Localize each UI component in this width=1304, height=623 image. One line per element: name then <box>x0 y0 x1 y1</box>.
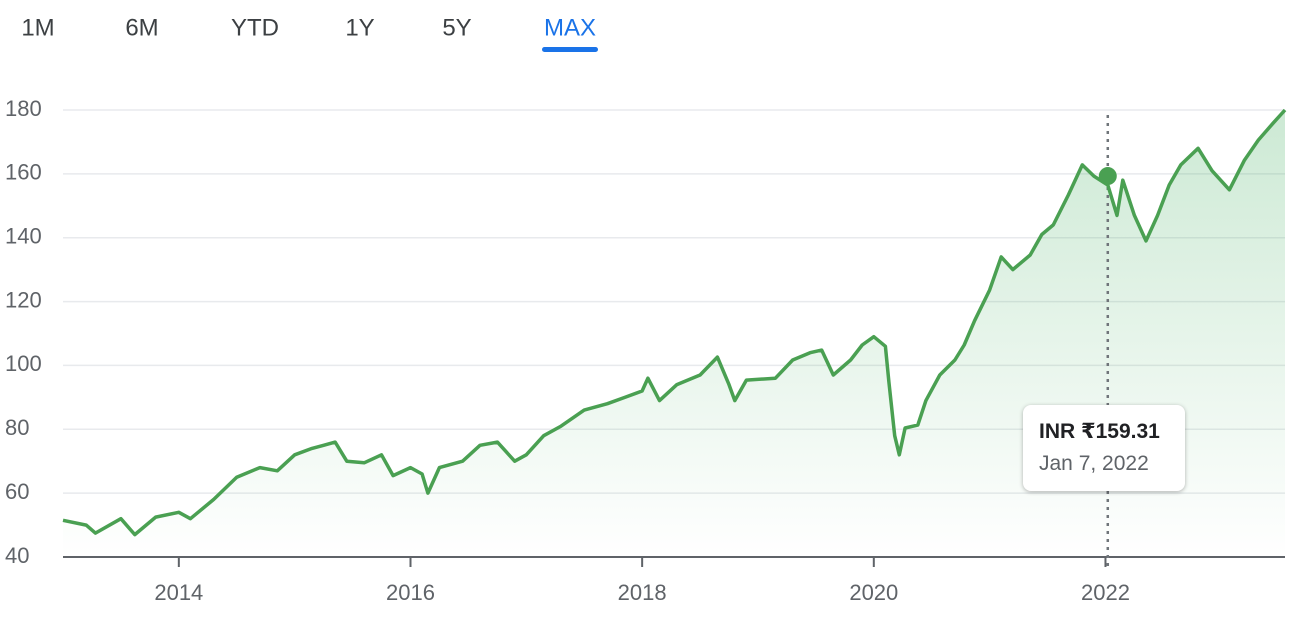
y-tick-label: 180 <box>5 96 42 121</box>
range-tab[interactable]: 1M <box>21 14 54 41</box>
x-tick-label: 2016 <box>386 580 435 605</box>
y-tick-label: 140 <box>5 224 42 249</box>
hover-point <box>1098 167 1117 186</box>
tooltip: INR ₹159.31 Jan 7, 2022 <box>1023 405 1185 491</box>
range-tab[interactable]: 1Y <box>345 14 374 41</box>
y-tick-label: 60 <box>5 479 29 504</box>
range-tab[interactable]: MAX <box>544 14 596 41</box>
price-area <box>63 110 1285 557</box>
x-tick-label: 2022 <box>1081 580 1130 605</box>
range-tab[interactable]: 5Y <box>442 14 471 41</box>
x-tick-label: 2018 <box>618 580 667 605</box>
range-tab[interactable]: YTD <box>231 14 279 41</box>
x-tick-label: 2020 <box>849 580 898 605</box>
tab-underline <box>542 47 598 52</box>
range-tab[interactable]: 6M <box>125 14 158 41</box>
y-tick-label: 100 <box>5 351 42 376</box>
x-tick-label: 2014 <box>154 580 203 605</box>
y-tick-label: 120 <box>5 287 42 312</box>
y-tick-label: 80 <box>5 415 29 440</box>
tooltip-price: INR ₹159.31 <box>1039 420 1160 443</box>
y-tick-label: 40 <box>5 543 29 568</box>
y-tick-label: 160 <box>5 160 42 185</box>
tooltip-date: Jan 7, 2022 <box>1039 452 1149 475</box>
